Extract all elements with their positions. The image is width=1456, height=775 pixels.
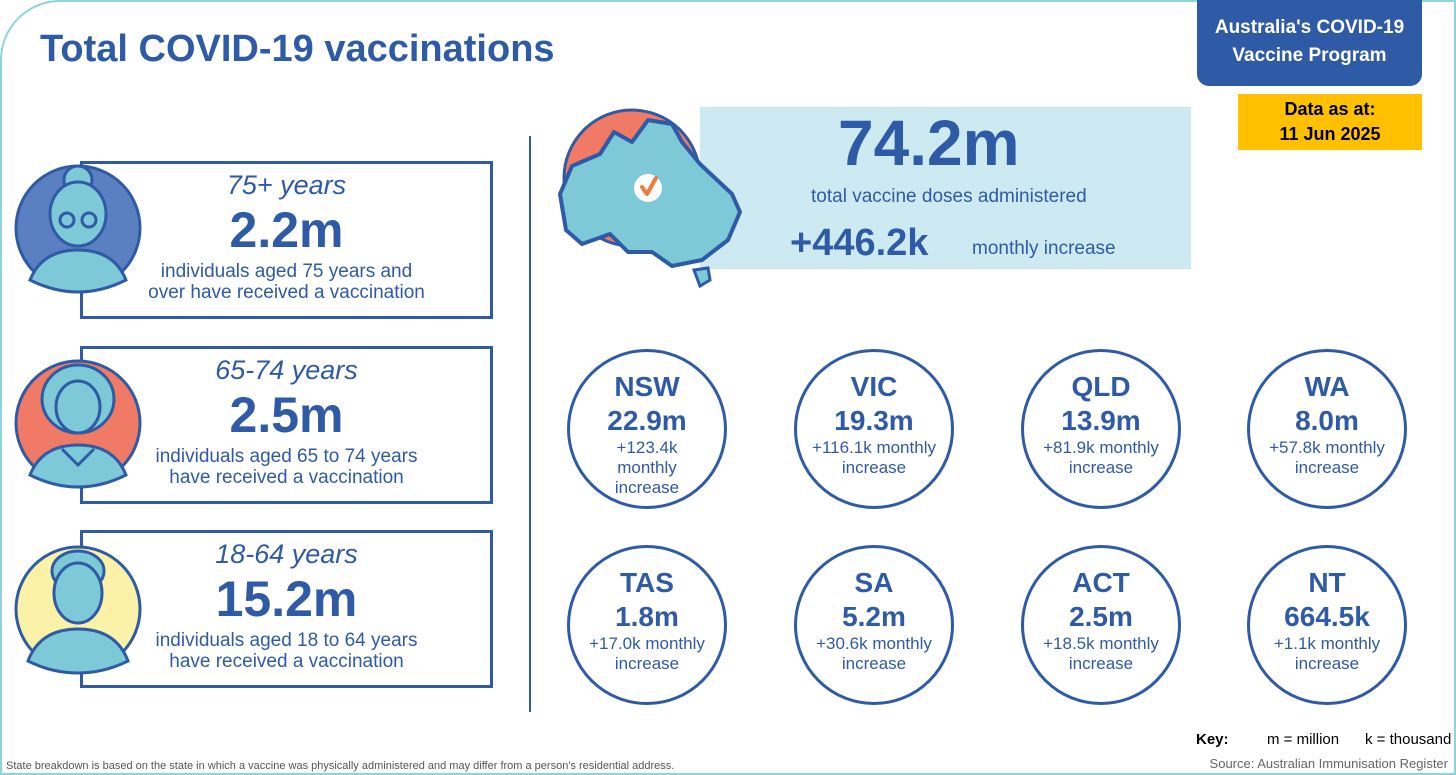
state-card-qld: QLD 13.9m +81.9k monthly increase bbox=[1021, 349, 1181, 509]
adult-person-icon bbox=[14, 545, 142, 675]
state-card-sa: SA 5.2m +30.6k monthly increase bbox=[794, 545, 954, 705]
age-card-75-plus: 75+ years 2.2m individuals aged 75 years… bbox=[80, 161, 493, 319]
age-value: 2.2m bbox=[229, 202, 344, 258]
program-badge: Australia's COVID-19 Vaccine Program bbox=[1197, 0, 1422, 86]
state-card-act: ACT 2.5m +18.5k monthly increase bbox=[1021, 545, 1181, 705]
age-desc-line-2: have received a vaccination bbox=[169, 467, 404, 488]
state-increase: +1.1k monthly increase bbox=[1273, 634, 1381, 673]
total-doses-label: total vaccine doses administered bbox=[811, 186, 1087, 207]
state-card-wa: WA 8.0m +57.8k monthly increase bbox=[1247, 349, 1407, 509]
page-title: Total COVID-19 vaccinations bbox=[40, 28, 555, 70]
key-thousand: k = thousand bbox=[1365, 731, 1452, 748]
state-value: 13.9m bbox=[1061, 405, 1141, 436]
australia-map-icon bbox=[558, 108, 742, 289]
source-note: Source: Australian Immunisation Register bbox=[1209, 756, 1448, 771]
state-value: 2.5m bbox=[1069, 601, 1133, 632]
total-doses-value: 74.2m bbox=[838, 107, 1020, 179]
program-line-1: Australia's COVID-19 bbox=[1214, 17, 1405, 38]
state-value: 19.3m bbox=[834, 405, 914, 436]
total-monthly-increase: +446.2k bbox=[790, 222, 929, 264]
age-desc-line-2: have received a vaccination bbox=[169, 651, 404, 672]
elderly-person-icon bbox=[14, 164, 142, 294]
vertical-divider bbox=[529, 136, 531, 712]
state-increase: +30.6k monthly increase bbox=[816, 634, 932, 673]
age-desc: individuals aged 18 to 64 years have rec… bbox=[83, 630, 490, 672]
age-value: 15.2m bbox=[215, 571, 358, 627]
data-date-badge: Data as at: 11 Jun 2025 bbox=[1238, 94, 1422, 150]
state-name: TAS bbox=[620, 567, 674, 598]
age-label: 65-74 years bbox=[215, 355, 358, 385]
state-name: QLD bbox=[1071, 371, 1131, 402]
state-name: SA bbox=[854, 567, 894, 598]
state-value: 5.2m bbox=[842, 601, 906, 632]
age-desc-line-1: individuals aged 65 to 74 years bbox=[155, 446, 418, 467]
state-card-nsw: NSW 22.9m +123.4k monthly increase bbox=[567, 349, 727, 509]
key-million: m = million bbox=[1267, 731, 1340, 748]
total-band bbox=[700, 107, 1191, 269]
age-desc-line-1: individuals aged 75 years and bbox=[160, 261, 413, 282]
age-value: 2.5m bbox=[229, 387, 344, 443]
age-label: 75+ years bbox=[226, 170, 347, 200]
state-increase: +18.5k monthly increase bbox=[1043, 634, 1159, 673]
date-value: 11 Jun 2025 bbox=[1279, 124, 1381, 144]
state-card-vic: VIC 19.3m +116.1k monthly increase bbox=[794, 349, 954, 509]
age-desc-line-2: over have received a vaccination bbox=[148, 282, 425, 303]
state-value: 8.0m bbox=[1295, 405, 1359, 436]
state-card-tas: TAS 1.8m +17.0k monthly increase bbox=[567, 545, 727, 705]
program-line-2: Vaccine Program bbox=[1232, 45, 1387, 66]
state-increase: +116.1k monthly increase bbox=[812, 438, 936, 477]
older-adult-icon bbox=[14, 359, 142, 489]
state-name: WA bbox=[1304, 371, 1350, 402]
state-card-nt: NT 664.5k +1.1k monthly increase bbox=[1247, 545, 1407, 705]
date-label: Data as at: bbox=[1284, 99, 1376, 119]
state-increase: +17.0k monthly increase bbox=[589, 634, 705, 673]
age-desc-line-1: individuals aged 18 to 64 years bbox=[155, 630, 418, 651]
state-name: VIC bbox=[850, 371, 898, 402]
footnote: State breakdown is based on the state in… bbox=[6, 760, 675, 772]
state-value: 664.5k bbox=[1284, 601, 1370, 632]
age-card-18-64: 18-64 years 15.2m individuals aged 18 to… bbox=[80, 530, 493, 688]
age-label: 18-64 years bbox=[215, 539, 358, 569]
age-desc: individuals aged 65 to 74 years have rec… bbox=[83, 446, 490, 488]
state-name: ACT bbox=[1072, 567, 1130, 598]
age-desc: individuals aged 75 years and over have … bbox=[83, 261, 490, 303]
state-increase: +123.4k monthly increase bbox=[614, 438, 680, 497]
state-name: NT bbox=[1308, 567, 1346, 598]
state-increase: +81.9k monthly increase bbox=[1043, 438, 1159, 477]
state-name: NSW bbox=[614, 371, 680, 402]
key-label: Key: bbox=[1196, 731, 1229, 748]
total-monthly-increase-label: monthly increase bbox=[972, 238, 1116, 259]
state-value: 1.8m bbox=[615, 601, 679, 632]
state-increase: +57.8k monthly increase bbox=[1269, 438, 1385, 477]
state-value: 22.9m bbox=[607, 405, 687, 436]
